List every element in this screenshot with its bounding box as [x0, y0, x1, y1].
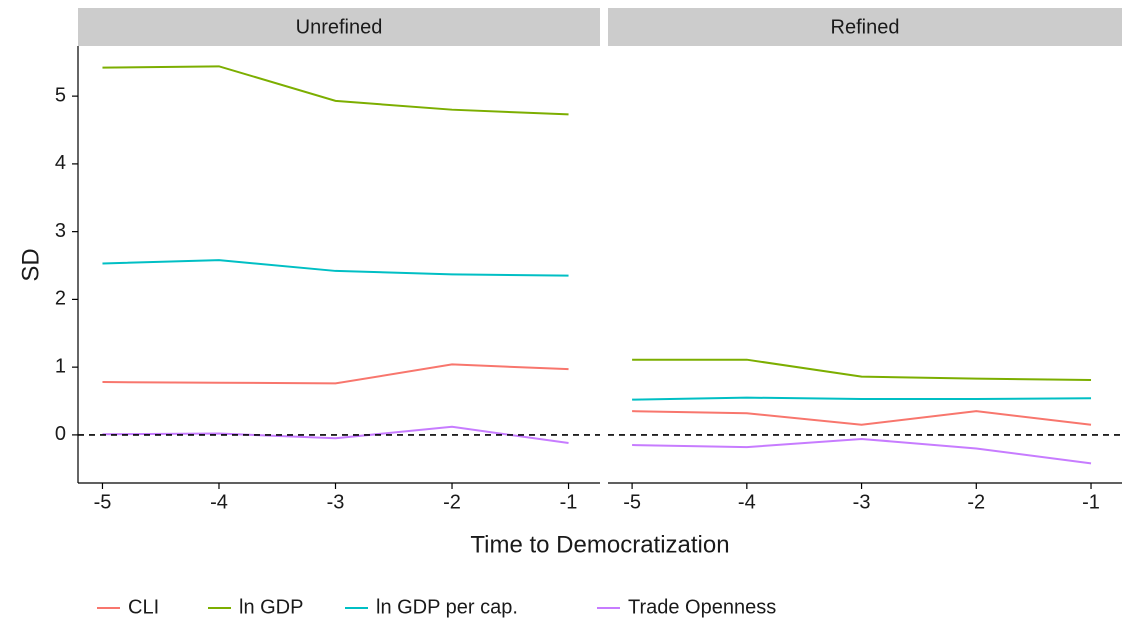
x-tick-label: -4: [738, 491, 756, 513]
y-tick-label: 5: [55, 84, 66, 106]
x-tick-label: -4: [210, 491, 228, 513]
x-tick-label: -1: [560, 491, 578, 513]
x-axis-label: Time to Democratization: [470, 531, 729, 558]
facet-title: Refined: [831, 16, 900, 38]
series-line: [632, 396, 1092, 401]
y-tick-label: 4: [55, 152, 66, 174]
series-line: [102, 259, 569, 277]
y-tick-label: 1: [55, 355, 66, 377]
x-tick-label: -2: [967, 491, 985, 513]
x-tick-label: -5: [623, 491, 641, 513]
facet-strip: [78, 8, 600, 46]
y-axis-label: SD: [17, 248, 44, 281]
y-tick-label: 2: [55, 288, 66, 310]
series-line: [632, 410, 1092, 426]
series-line: [102, 65, 569, 116]
legend-label: ln GDP per cap.: [376, 596, 518, 618]
series-line: [102, 363, 569, 385]
legend-label: Trade Openness: [628, 596, 776, 618]
x-tick-label: -3: [327, 491, 345, 513]
y-tick-label: 0: [55, 423, 66, 445]
facet-strip: [608, 8, 1122, 46]
legend-label: CLI: [128, 596, 159, 618]
facet-title: Unrefined: [296, 16, 383, 38]
series-line: [632, 358, 1092, 382]
x-tick-label: -2: [443, 491, 461, 513]
y-tick-label: 3: [55, 220, 66, 242]
legend-label: ln GDP: [239, 596, 303, 618]
x-tick-label: -3: [853, 491, 871, 513]
series-line: [102, 425, 569, 445]
series-line: [632, 437, 1092, 465]
x-tick-label: -1: [1082, 491, 1100, 513]
x-tick-label: -5: [94, 491, 112, 513]
